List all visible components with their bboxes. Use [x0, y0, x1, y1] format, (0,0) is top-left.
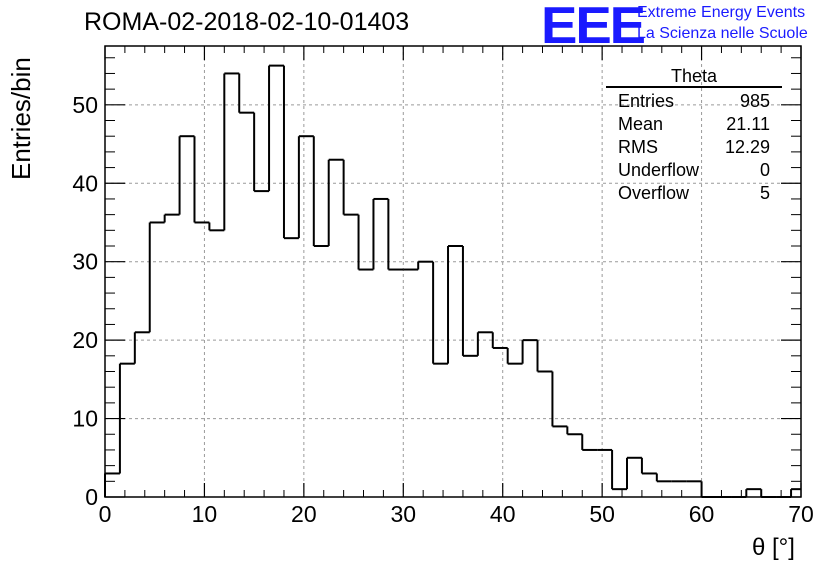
x-tick-label: 50: [589, 501, 615, 527]
axes-frame: [104, 45, 802, 498]
x-tick-label: 70: [788, 501, 814, 527]
x-tick-label: 10: [192, 501, 218, 527]
stats-label: Underflow: [618, 160, 700, 180]
x-tick-label: 60: [689, 501, 715, 527]
stats-value: 12.29: [724, 137, 770, 157]
stats-row-overflow: Overflow 5: [606, 182, 782, 205]
stats-box: Theta Entries 985 Mean 21.11 RMS 12.29 U…: [606, 66, 782, 205]
eee-logo: EEE: [541, 0, 646, 55]
y-tick-label: 30: [72, 249, 98, 275]
histogram-series: [104, 64, 801, 498]
stats-label: Entries: [618, 91, 675, 111]
x-tick-label: 30: [390, 501, 416, 527]
y-tick-label: 40: [72, 170, 98, 196]
chart-title: ROMA-02-2018-02-10-01403: [84, 8, 410, 36]
x-tick-label: 20: [291, 501, 317, 527]
stats-row-entries: Entries 985: [606, 90, 782, 113]
logo-line-2: La Scienza nelle Scuole: [637, 25, 808, 42]
y-tick-label: 20: [72, 327, 98, 353]
stats-value: 21.11: [726, 114, 770, 134]
stats-value: 0: [759, 160, 770, 180]
y-axis-label-text: Entries/bin: [6, 57, 36, 180]
x-tick-label: 40: [490, 501, 516, 527]
plot-frame: [104, 45, 802, 498]
logo-line-1: Extreme Energy Events: [637, 4, 806, 21]
x-tick-label: 0: [99, 501, 112, 527]
y-tick-label: 10: [72, 406, 98, 432]
stats-label: Mean: [618, 114, 664, 134]
y-axis-label: Entries/bin: [6, 57, 37, 180]
x-axis-label: θ [°]: [752, 534, 795, 561]
stats-value: 985: [739, 91, 770, 111]
y-tick-label: 0: [85, 484, 98, 510]
stats-label: Overflow: [618, 183, 690, 203]
grid-lines: [105, 46, 801, 497]
stats-row-rms: RMS 12.29: [606, 136, 782, 159]
stats-title: Theta: [606, 66, 782, 88]
y-tick-label: 50: [72, 92, 98, 118]
stats-row-underflow: Underflow 0: [606, 159, 782, 182]
stats-value: 5: [759, 183, 770, 203]
stats-label: RMS: [618, 137, 658, 157]
stats-row-mean: Mean 21.11: [606, 113, 782, 136]
